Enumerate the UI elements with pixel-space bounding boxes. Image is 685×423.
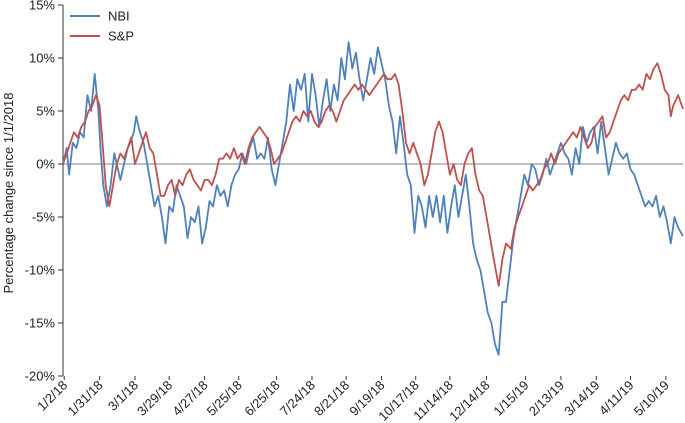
y-tick-label: 5%: [36, 104, 55, 119]
x-tick-label: 1/15/19: [490, 378, 531, 419]
x-tick-label: 12/14/18: [446, 378, 492, 423]
y-axis-title: Percentage change since 1/1/2018: [1, 93, 16, 294]
x-tick-label: 2/13/19: [526, 378, 567, 419]
y-tick-label: -15%: [25, 316, 56, 331]
x-tick-label: 5/10/19: [631, 378, 672, 419]
y-tick-label: 15%: [29, 0, 55, 13]
x-axis-ticks: 1/2/181/31/18 3/1/183/29/184/27/185/25/18…: [34, 376, 672, 423]
x-tick-label: 4/11/19: [596, 378, 637, 419]
x-tick-label: 8/21/18: [311, 378, 352, 419]
y-tick-label: 10%: [29, 51, 55, 66]
y-tick-label: -20%: [25, 369, 56, 384]
series-line-sp: [62, 62, 684, 287]
x-tick-label: 1/31/18: [64, 378, 105, 419]
x-tick-label: 3/29/18: [134, 378, 175, 419]
x-tick-label: 6/25/18: [241, 378, 282, 419]
y-tick-label: 0%: [36, 157, 55, 172]
x-tick-label: 5/25/18: [204, 378, 245, 419]
x-tick-label: 4/27/18: [169, 378, 210, 419]
legend-label: NBI: [108, 9, 130, 24]
y-axis-ticks: 15% 10% 5% 0% -5% -10% -15% -20%: [25, 0, 63, 384]
x-tick-label: 3/14/19: [561, 378, 602, 419]
series-lines: [62, 41, 684, 356]
legend-label: S&P: [108, 29, 134, 44]
x-tick-label: 7/24/18: [277, 378, 318, 419]
y-tick-label: -5%: [32, 210, 56, 225]
legend: NBI S&P: [70, 9, 134, 44]
series-line-nbi: [62, 41, 684, 356]
y-tick-label: -10%: [25, 263, 56, 278]
